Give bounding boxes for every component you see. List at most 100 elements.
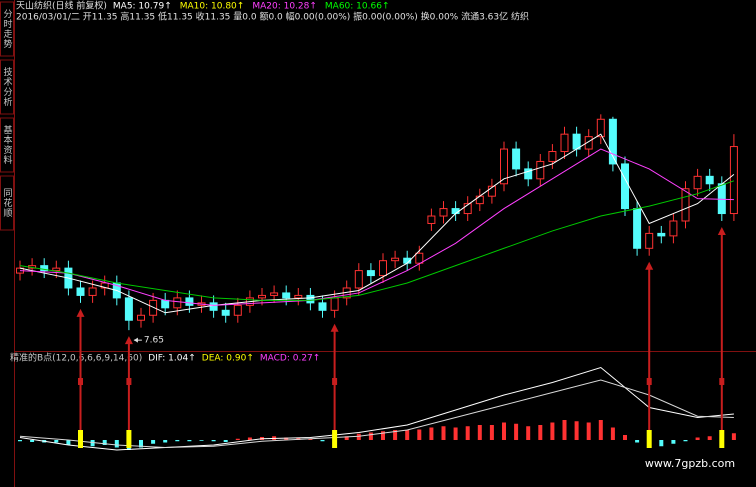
candle-body — [258, 294, 266, 299]
candle-body — [52, 267, 61, 272]
indicator-labels: 精准的B点(12,0,6,6,6,9,14,60) DIF: 1.04↑ DEA: … — [10, 352, 320, 364]
macd-bar — [441, 426, 446, 440]
legend-item: MA5: 10.79↑ — [113, 2, 172, 12]
candle-body — [161, 299, 170, 309]
candle-body — [391, 257, 400, 262]
candle-body — [427, 215, 436, 224]
candle-body — [137, 314, 145, 321]
tab[interactable]: 同花顺 — [2, 188, 13, 218]
candle-body — [500, 148, 508, 185]
candle-body — [729, 146, 738, 215]
macd-bar — [502, 422, 506, 440]
ma-line — [19, 148, 734, 306]
macd-bar — [187, 440, 192, 442]
candle-body — [379, 260, 387, 277]
candle-body — [463, 203, 472, 215]
candle-body — [354, 270, 363, 289]
macd-bar — [635, 440, 640, 443]
chart-title: 天山纺织(日线 前复权) — [16, 0, 107, 12]
macd-bar — [223, 440, 228, 442]
macd-bar — [175, 440, 180, 442]
signal-arrowhead — [124, 336, 133, 345]
candle-body — [584, 136, 593, 150]
signal-marker — [719, 378, 725, 385]
macd-bar — [489, 425, 494, 440]
candle-body — [608, 118, 617, 165]
tab-frame — [0, 117, 14, 173]
macd-bar — [550, 422, 555, 440]
macd-bar — [671, 440, 676, 444]
signal-bar — [646, 430, 652, 448]
macd-bar — [405, 430, 410, 440]
tab[interactable]: 基本资料 — [2, 124, 13, 165]
macd-bar — [368, 432, 373, 440]
candle-body — [221, 309, 230, 316]
macd-bar — [54, 440, 59, 443]
candle-body — [693, 175, 702, 190]
signal-bar — [126, 430, 132, 448]
candle-body — [705, 175, 714, 185]
macd-bar — [393, 430, 398, 440]
candle-body — [512, 148, 521, 170]
signal-marker — [332, 378, 338, 385]
macd-bar — [453, 427, 458, 440]
tab[interactable]: 分时走势 — [2, 9, 13, 49]
indicator-label: DIF: 1.04↑ — [148, 354, 196, 364]
macd-bar — [477, 425, 482, 440]
macd-bar — [163, 440, 168, 443]
indicator-label: MACD: 0.27↑ — [260, 354, 320, 364]
legend-item: MA60: 10.66↑ — [325, 2, 390, 12]
macd-bar — [284, 437, 289, 440]
tab[interactable]: 技术分析 — [2, 66, 13, 107]
signal-marker — [646, 378, 652, 385]
macd-bar — [30, 440, 35, 442]
candle-body — [669, 220, 678, 237]
candle-body — [209, 302, 218, 311]
candle-body — [657, 232, 666, 237]
macd-bar — [526, 426, 531, 440]
macd-bar — [598, 420, 603, 440]
candle-body — [40, 265, 49, 272]
tab-frame — [0, 59, 14, 115]
legend: MA5: 10.79↑ MA10: 10.80↑ MA20: 10.28↑ MA60:… — [113, 2, 390, 12]
candle-body — [487, 185, 496, 197]
signal-bar — [78, 430, 83, 448]
macd-bar — [151, 440, 156, 444]
watermark: www.7gpzb.com — [645, 457, 735, 470]
candle-body — [475, 195, 484, 205]
candle-body — [524, 168, 533, 180]
annotation: 7.65 — [144, 336, 164, 346]
candle-body — [681, 188, 690, 222]
candle-body — [282, 292, 291, 299]
signal-arrowhead — [645, 261, 654, 270]
candle-body — [185, 297, 194, 306]
candle-body — [306, 294, 315, 304]
candle-body — [294, 294, 303, 299]
candle-body — [173, 297, 182, 309]
macd-bar — [707, 436, 712, 440]
candle-body — [572, 133, 581, 150]
macd-bar — [66, 440, 71, 445]
signal-marker — [78, 378, 83, 385]
candle-body — [645, 232, 654, 249]
candle-body — [415, 252, 424, 264]
candle-body — [717, 183, 726, 215]
legend-item: MA20: 10.28↑ — [252, 2, 317, 12]
candle-body — [536, 160, 545, 180]
candle-body — [451, 208, 460, 215]
macd-bar — [308, 438, 313, 440]
macd-bar — [695, 437, 700, 440]
macd-bar — [562, 420, 567, 440]
macd-bar — [296, 437, 301, 440]
candle-body — [439, 208, 448, 217]
candle-body — [124, 297, 133, 321]
macd-bar — [659, 440, 664, 447]
legend-item: MA10: 10.80↑ — [180, 2, 245, 12]
macd-bar — [623, 435, 627, 440]
indicator-line — [19, 379, 734, 449]
macd-bar — [211, 440, 216, 442]
macd-bar — [610, 427, 615, 440]
candle-body — [621, 163, 629, 210]
